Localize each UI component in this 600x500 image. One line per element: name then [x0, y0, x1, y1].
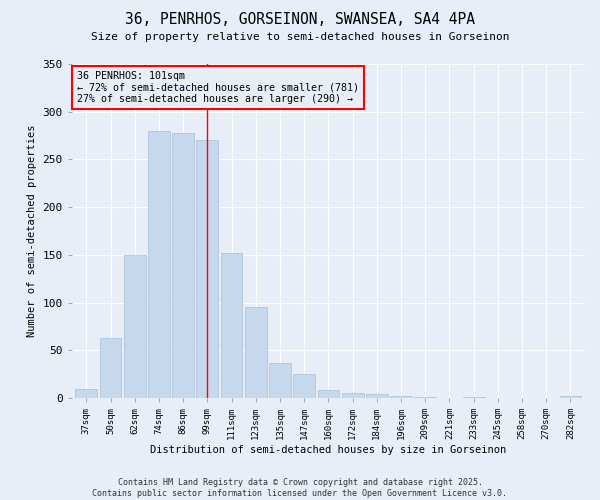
Bar	[269, 363, 291, 398]
Bar	[100, 338, 121, 398]
X-axis label: Distribution of semi-detached houses by size in Gorseinon: Distribution of semi-detached houses by …	[150, 445, 506, 455]
Bar	[124, 255, 146, 398]
Bar	[342, 394, 364, 398]
Bar	[148, 131, 170, 398]
Bar	[245, 306, 266, 398]
Bar	[366, 394, 388, 398]
Text: Contains HM Land Registry data © Crown copyright and database right 2025.
Contai: Contains HM Land Registry data © Crown c…	[92, 478, 508, 498]
Bar	[293, 374, 315, 398]
Bar	[172, 132, 194, 398]
Bar	[463, 397, 485, 398]
Bar	[415, 397, 436, 398]
Text: Size of property relative to semi-detached houses in Gorseinon: Size of property relative to semi-detach…	[91, 32, 509, 42]
Bar	[560, 396, 581, 398]
Bar	[390, 396, 412, 398]
Text: 36, PENRHOS, GORSEINON, SWANSEA, SA4 4PA: 36, PENRHOS, GORSEINON, SWANSEA, SA4 4PA	[125, 12, 475, 28]
Y-axis label: Number of semi-detached properties: Number of semi-detached properties	[27, 125, 37, 338]
Bar	[196, 140, 218, 398]
Bar	[76, 388, 97, 398]
Text: 36 PENRHOS: 101sqm
← 72% of semi-detached houses are smaller (781)
27% of semi-d: 36 PENRHOS: 101sqm ← 72% of semi-detache…	[77, 70, 359, 104]
Bar	[221, 253, 242, 398]
Bar	[317, 390, 340, 398]
